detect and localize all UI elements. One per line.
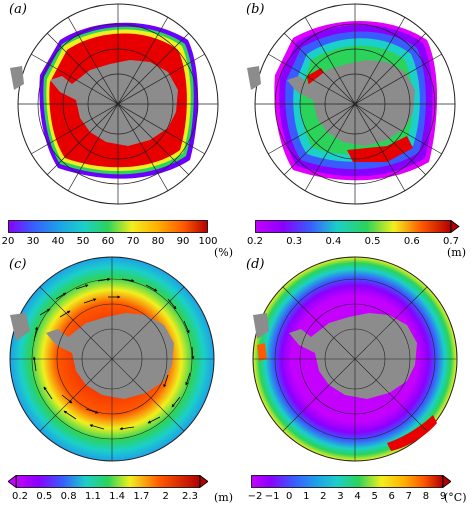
panel-label: (a) [8,2,28,17]
tick-label: 0.3 [286,236,303,247]
tick-label: 4 [354,491,361,502]
colorbar-c-unit: (m) [214,491,234,504]
tick-label: 50 [76,236,90,247]
map-c [9,256,215,462]
tick-label: 0.7 [443,236,459,247]
colorbar-d-unit: (°C) [444,491,467,504]
tick-label: 0.2 [12,491,28,502]
tick-label: 0.6 [403,236,420,247]
tick-label: 9 [439,491,447,502]
tick-label: 8 [422,491,430,502]
map-d-antarctica [289,313,417,399]
tick-label: 90 [176,236,190,247]
tick-label: 70 [126,236,140,247]
tick-label: 100 [198,236,218,247]
map-d-south-america [253,313,269,339]
panel-label: (b) [245,2,266,17]
tick-label: 1 [303,491,310,502]
tick-label: 40 [51,236,65,247]
map-c-graticule [10,257,214,461]
panel-label: (d) [245,257,266,272]
tick-label: 2.3 [182,491,198,502]
tick-label: 80 [151,236,165,247]
panel-b: (b) 0.2 0.3 0.4 0.5 0.6 0.7 (m) [237,0,474,259]
tick-label: 2 [162,491,169,502]
panel-a: (a) 20 30 40 50 60 70 80 90 100 (%) [0,0,237,259]
tick-label: 5 [371,491,378,502]
colorbar-b-unit: (m) [447,246,467,259]
map-a-south-america [10,66,24,90]
map-d [252,256,458,462]
tick-label: 0.5 [36,491,53,502]
tick-label: 0.8 [60,491,77,502]
tick-label: −1 [264,491,280,502]
tick-label: 0 [285,491,293,502]
tick-label: 6 [388,491,395,502]
panel-label: (c) [8,257,28,272]
tick-label: 0.5 [364,236,381,247]
map-b-graticule [255,4,455,204]
tick-label: 30 [26,236,40,247]
tick-label: 60 [101,236,115,247]
colorbar-b [255,220,460,234]
colorbar-a-ticks: 20 30 40 50 60 70 80 90 100 [2,236,218,248]
colorbar-c [8,475,208,489]
colorbar-c-ticks: 0.2 0.5 0.8 1.1 1.4 1.7 2 2.3 [12,491,198,503]
colorbar-d-ticks: −2 −1 0 1 2 3 4 5 6 7 8 9 [248,491,447,503]
map-c-antarctica [46,313,174,399]
map-c-south-america [10,313,30,341]
tick-label: 3 [337,491,344,502]
colorbar-b-ticks: 0.2 0.3 0.4 0.5 0.6 0.7 [247,236,459,248]
map-a-graticule [18,4,218,204]
tick-label: 20 [1,236,15,247]
map-b-ice-thick-ross [347,136,413,162]
tick-label: 0.2 [247,236,263,247]
tick-label: 7 [405,491,412,502]
colorbar-a-unit: (%) [214,246,234,259]
tick-label: 1.7 [133,491,150,502]
map-a [10,3,219,205]
map-b [247,3,456,205]
map-d-warm-patch-west [257,343,267,361]
map-a-antarctica [50,60,178,146]
panel-d: (d) −2 −1 0 1 2 3 4 5 6 7 8 9 (°C) [237,255,474,510]
map-c-wave-vectors [32,277,195,431]
map-d-graticule [253,257,457,461]
colorbar-d [251,475,451,489]
map-d-warm-patch [387,415,437,451]
tick-label: 0.4 [325,236,342,247]
map-b-antarctica [287,60,415,146]
tick-label: −2 [247,491,263,502]
tick-label: 2 [320,491,327,502]
colorbar-a [8,220,208,233]
map-b-south-america [247,66,261,90]
tick-label: 1.4 [109,491,126,502]
tick-label: 1.1 [84,491,101,502]
panel-c: (c) 0.2 0.5 0.8 1.1 1.4 1.7 2 2.3 (m) [0,255,237,510]
